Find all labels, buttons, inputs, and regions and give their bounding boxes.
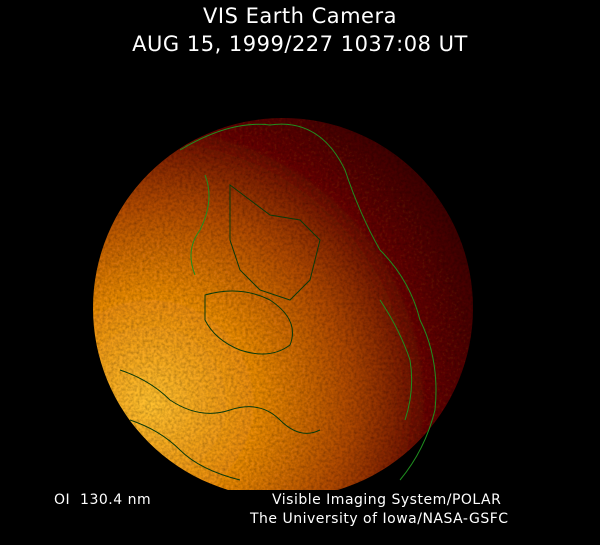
earth-disk — [93, 118, 473, 490]
image-timestamp: AUG 15, 1999/227 1037:08 UT — [132, 32, 468, 56]
coastlines — [119, 123, 437, 481]
credit-line-1: Visible Imaging System/POLAR — [272, 492, 502, 508]
wavelength-label: OI 130.4 nm — [54, 492, 152, 508]
image-title: VIS Earth Camera — [203, 4, 397, 28]
credit-line-2: The University of Iowa/NASA-GSFC — [250, 511, 509, 527]
